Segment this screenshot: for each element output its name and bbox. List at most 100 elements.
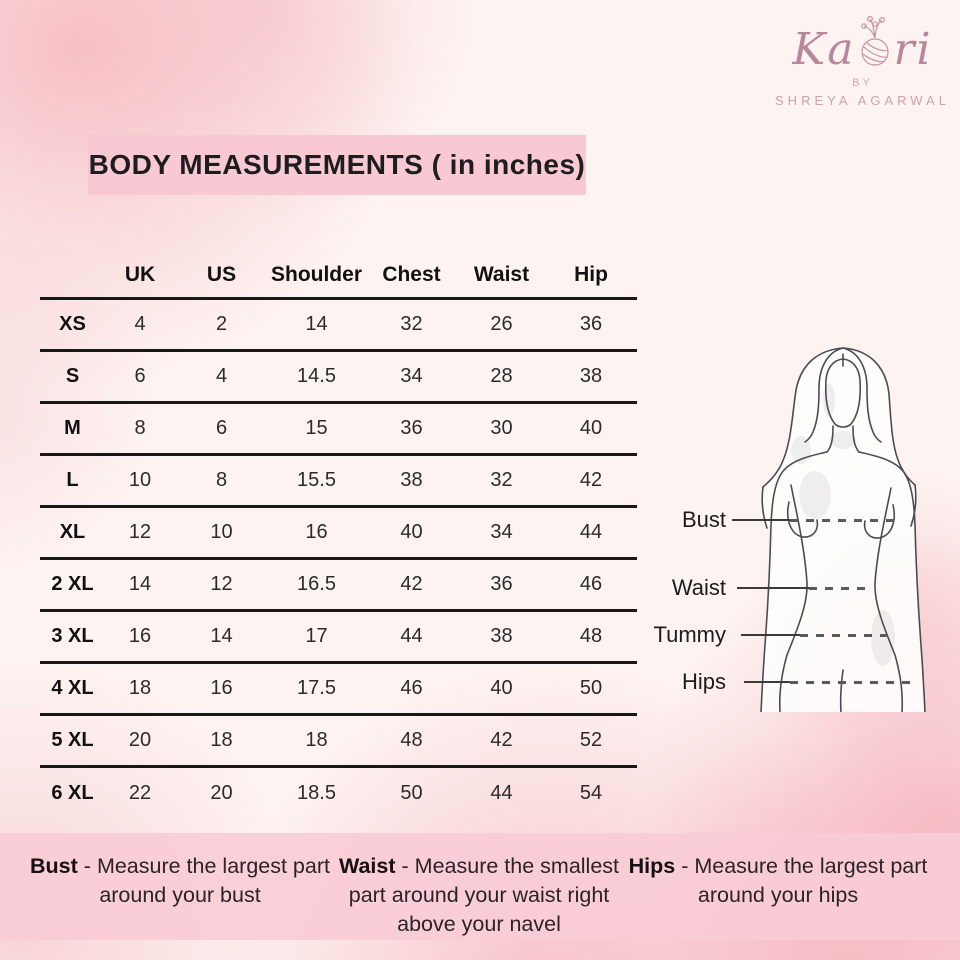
measurement-value: 38 (490, 625, 513, 647)
bust-definition: Bust - Measure the largest part around y… (30, 852, 330, 910)
flower-vase-icon (858, 15, 892, 73)
measurement-value: 14 (210, 625, 233, 647)
measurement-value: 6 (134, 365, 146, 387)
bust-label: Bust (681, 507, 726, 532)
measurement-value: 20 (210, 781, 233, 804)
size-label: XS (59, 313, 86, 335)
measurement-value: 48 (579, 625, 603, 647)
measurement-value: 34 (400, 365, 423, 387)
female-silhouette-icon (760, 347, 926, 712)
measurement-value: 16 (128, 625, 152, 647)
tummy-pointer-line (741, 634, 800, 636)
waist-pointer-line (737, 587, 809, 589)
measurement-value: 14 (305, 313, 328, 335)
measurement-value: 6 (215, 417, 228, 439)
hips-term: Hips (628, 854, 676, 878)
measurement-value: 16 (305, 521, 328, 543)
logo-owner-name: SHREYA AGARWAL (775, 93, 950, 108)
hips-pointer-line (744, 681, 790, 683)
brand-logo: Ka (765, 15, 960, 108)
measurement-value: 46 (400, 677, 423, 699)
measurement-value: 26 (490, 313, 513, 335)
column-header-hip: Hip (574, 263, 608, 286)
measurement-value: 15.5 (297, 469, 336, 491)
measurement-value: 44 (400, 625, 423, 647)
measurement-value: 42 (400, 573, 423, 595)
body-figure-illustration (723, 340, 928, 712)
measurement-value: 32 (400, 313, 423, 335)
size-label: 4 XL (51, 677, 94, 699)
measurement-value: 10 (210, 521, 233, 543)
measurement-value: 32 (490, 469, 513, 491)
table-row: M 8 6 15 36 30 40 (40, 403, 637, 455)
brand-name: Ka (765, 15, 960, 75)
measurement-value: 38 (579, 365, 603, 387)
table-row: 6 XL 22 20 18.5 50 44 54 (40, 767, 637, 819)
measurement-value: 16.5 (297, 573, 336, 595)
size-label: 5 XL (51, 729, 94, 751)
logo-by-label: BY (852, 77, 873, 89)
measurement-value: 36 (400, 417, 423, 439)
measurement-value: 42 (490, 729, 513, 751)
size-table-body: XS 4 2 14 32 26 36 S 6 4 14.5 34 28 38 M 8 6 15 36 30 40 L 10 8… (40, 299, 637, 819)
measurement-value: 16 (210, 677, 233, 699)
table-row: XL 12 10 16 40 34 44 (40, 507, 637, 559)
table-row: 3 XL 16 14 17 44 38 48 (40, 611, 637, 663)
measurement-value: 50 (400, 781, 423, 804)
size-table-header: UK US Shoulder Chest Waist Hip (40, 253, 637, 299)
measurement-value: 2 (215, 313, 228, 335)
waist-definition-text: Measure the smallest part around your wa… (348, 854, 620, 936)
tummy-label: Tummy (653, 622, 726, 647)
measurement-value: 40 (400, 521, 423, 543)
measure-row-waist: Waist (630, 573, 872, 603)
column-header-uk: UK (124, 263, 156, 286)
waist-dashed-line (809, 586, 872, 590)
table-row: 2 XL 14 12 16.5 42 36 46 (40, 559, 637, 611)
measurement-value: 8 (134, 417, 146, 439)
bust-pointer-line (732, 519, 790, 521)
size-label: S (65, 365, 80, 387)
measure-row-hips: Hips (630, 667, 912, 697)
table-row: S 6 4 14.5 34 28 38 (40, 351, 637, 403)
table-corner-cell (40, 253, 105, 299)
measurement-value: 40 (579, 417, 603, 439)
size-table: UK US Shoulder Chest Waist Hip XS 4 2 14 32 26 36 S 6… (40, 253, 637, 819)
measurement-value: 17 (305, 625, 328, 647)
size-label: 3 XL (51, 625, 94, 647)
definitions-band (0, 833, 960, 940)
measurement-value: 18 (210, 729, 233, 751)
measurement-value: 4 (134, 313, 146, 335)
measurement-value: 18 (128, 677, 152, 699)
brand-name-prefix: Ka (792, 24, 856, 75)
measurement-value: 36 (579, 313, 603, 335)
waist-definition: Waist - Measure the smallest part around… (324, 852, 634, 939)
measurement-value: 22 (128, 781, 152, 804)
hips-label: Hips (681, 669, 726, 694)
brand-name-suffix: ri (893, 24, 933, 75)
waist-label: Waist (671, 575, 726, 600)
bust-term: Bust (30, 854, 78, 878)
hips-definition-text: Measure the largest part around your hip… (694, 854, 928, 907)
measurement-value: 18.5 (297, 781, 336, 804)
measurement-value: 14 (128, 573, 152, 595)
waist-separator: - (401, 854, 409, 878)
column-header-chest: Chest (382, 263, 441, 286)
waist-term: Waist (338, 854, 396, 878)
table-row: L 10 8 15.5 38 32 42 (40, 455, 637, 507)
size-label: M (64, 417, 81, 439)
measurement-value: 10 (128, 469, 152, 491)
measurement-value: 14.5 (297, 365, 336, 387)
table-row: 4 XL 18 16 17.5 46 40 50 (40, 663, 637, 715)
hips-definition: Hips - Measure the largest part around y… (628, 852, 928, 910)
page-title: BODY MEASUREMENTS ( in inches) (88, 149, 586, 180)
hips-dashed-line (790, 680, 912, 684)
bust-separator: - (83, 854, 91, 878)
column-header-shoulder: Shoulder (270, 263, 362, 286)
measurement-value: 38 (400, 469, 423, 491)
measurement-value: 12 (128, 521, 152, 543)
measurement-value: 50 (579, 677, 603, 699)
size-label: XL (59, 521, 86, 543)
size-label: 6 XL (51, 781, 94, 804)
column-header-us: US (206, 263, 237, 286)
